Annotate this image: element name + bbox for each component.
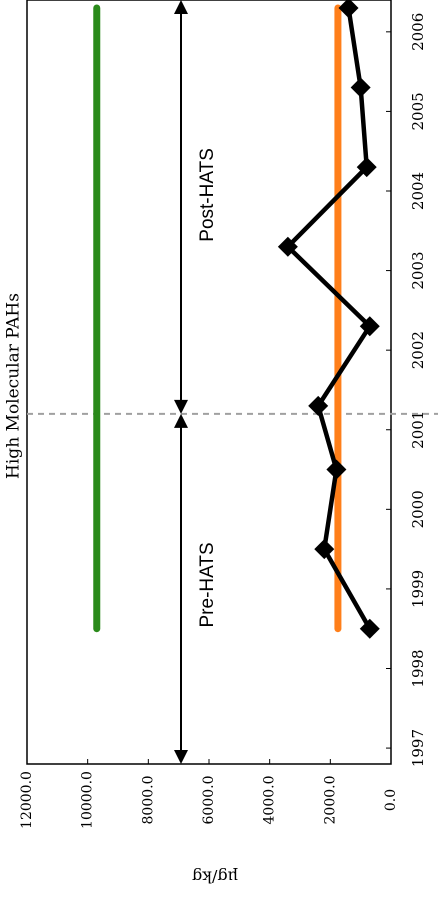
y-tick-label: 8000.0 [140,776,156,825]
x-tick-label: 2002 [409,331,427,369]
data-point-marker [314,539,335,560]
post-hats-label: Post-HATS [197,148,218,242]
post-hats-arrow-head-top [174,0,188,14]
data-point-marker [359,618,380,639]
data-point-marker [326,459,347,480]
x-tick-label: 2005 [409,92,427,130]
data-point-marker [356,157,377,178]
x-tick-label: 2003 [409,251,427,289]
x-tick-label: 1998 [409,649,427,687]
y-tick-label: 12000.0 [19,771,35,829]
x-tick-label: 2004 [409,172,427,210]
annotations-layer: Pre-HATS Post-HATS [174,0,218,764]
x-axis-ticks: 1997 1998 1999 2000 2001 2002 2003 2004 2005 2006 [386,13,427,767]
data-point-marker [277,236,298,257]
y-tick-label: 4000.0 [262,776,278,825]
x-tick-label: 2001 [409,411,427,449]
chart-title: High Molecular PAHs [4,293,24,479]
data-point-marker [308,395,329,416]
y-tick-label: 2000.0 [322,776,338,825]
data-point-marker [359,316,380,337]
pre-hats-arrow-head-bottom [174,750,188,764]
y-axis-ticks: 0.0 2000.0 4000.0 6000.0 8000.0 10000.0 12000.… [19,759,399,829]
data-point-marker [350,77,371,98]
data-point-marker [338,0,359,18]
pre-hats-label: Pre-HATS [197,542,218,627]
black-series-line [285,7,373,630]
y-tick-label: 10000.0 [80,771,96,829]
x-tick-label: 1999 [409,570,427,608]
post-hats-arrow-head-bottom [174,399,188,414]
x-tick-label: 2000 [409,490,427,528]
y-tick-label: 6000.0 [201,776,217,825]
series-layer [27,0,438,639]
y-tick-label: 0.0 [383,789,399,811]
x-tick-label: 2006 [409,13,427,51]
y-axis-label: µg/kg [192,868,238,887]
pre-hats-arrow-head-top [174,413,188,428]
x-tick-label: 1997 [409,729,427,767]
